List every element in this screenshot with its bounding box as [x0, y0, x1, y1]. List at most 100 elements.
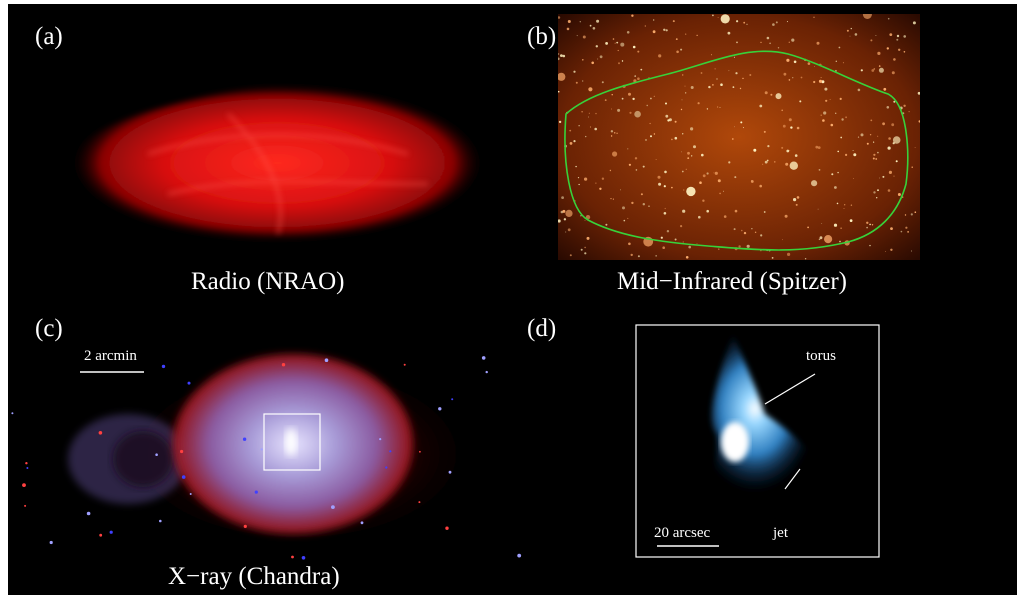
- infrared-star: [728, 70, 730, 72]
- infrared-star: [743, 231, 747, 235]
- infrared-star: [849, 219, 853, 223]
- infrared-star: [623, 219, 626, 222]
- zoom-box: [263, 413, 321, 471]
- infrared-star: [866, 226, 868, 229]
- infrared-star: [774, 161, 776, 163]
- infrared-star: [820, 77, 822, 79]
- infrared-star: [632, 45, 636, 49]
- xray-point-source: [26, 467, 29, 469]
- infrared-star: [903, 35, 906, 38]
- infrared-star: [576, 35, 578, 37]
- infrared-star: [807, 226, 809, 229]
- infrared-star: [869, 223, 871, 226]
- torus-pointer: [764, 373, 816, 405]
- infrared-star: [869, 244, 871, 247]
- infrared-star: [595, 182, 597, 184]
- infrared-star: [782, 124, 786, 128]
- radio-image: [70, 83, 485, 243]
- xray-point-source: [331, 505, 335, 509]
- infrared-star: [706, 209, 709, 213]
- infrared-star: [605, 223, 608, 226]
- infrared-star: [885, 251, 886, 253]
- infrared-star: [634, 157, 638, 160]
- zoom-panel: [635, 324, 880, 558]
- infrared-star: [871, 69, 875, 72]
- infrared-star: [764, 91, 768, 95]
- infrared-star: [845, 116, 847, 119]
- infrared-star: [585, 135, 587, 138]
- infrared-star: [706, 108, 709, 110]
- infrared-star: [734, 176, 737, 179]
- infrared-star: [862, 14, 872, 19]
- infrared-star: [578, 125, 580, 127]
- infrared-star: [708, 85, 711, 89]
- infrared-star: [610, 135, 613, 137]
- infrared-star: [860, 69, 863, 72]
- infrared-star: [788, 79, 791, 81]
- infrared-star: [877, 151, 879, 154]
- infrared-star: [674, 120, 677, 123]
- infrared-star: [877, 189, 879, 192]
- infrared-star: [716, 78, 718, 80]
- infrared-contour: [564, 50, 909, 251]
- infrared-image: [558, 14, 920, 260]
- infrared-star: [751, 228, 753, 230]
- infrared-star: [728, 161, 731, 164]
- infrared-star: [746, 244, 750, 248]
- infrared-star: [888, 170, 892, 174]
- infrared-star: [825, 99, 828, 102]
- infrared-star: [841, 118, 844, 121]
- xray-point-source: [161, 364, 166, 369]
- infrared-star: [629, 111, 632, 114]
- xray-point-source: [155, 453, 158, 456]
- panel-c-scale-label: 2 arcmin: [84, 348, 137, 364]
- infrared-star: [789, 150, 791, 151]
- infrared-star: [820, 114, 822, 116]
- infrared-star: [896, 34, 900, 38]
- infrared-star: [877, 135, 879, 137]
- infrared-star: [592, 27, 596, 30]
- infrared-star: [566, 27, 570, 31]
- infrared-star: [763, 130, 766, 133]
- infrared-star: [591, 61, 594, 65]
- panel-c-letter: (c): [35, 315, 63, 342]
- infrared-star: [584, 177, 588, 181]
- infrared-star: [911, 250, 912, 252]
- infrared-star: [621, 97, 624, 100]
- infrared-star: [664, 170, 667, 174]
- infrared-star: [588, 112, 590, 114]
- infrared-star: [857, 88, 861, 92]
- infrared-star: [896, 38, 899, 41]
- jet-label: jet: [773, 525, 788, 541]
- infrared-star: [910, 213, 913, 216]
- infrared-star: [882, 175, 885, 178]
- infrared-star: [627, 148, 629, 150]
- xray-image: [11, 354, 522, 560]
- infrared-star: [620, 189, 621, 191]
- xray-point-source: [360, 521, 364, 525]
- infrared-star: [743, 21, 746, 24]
- xray-point-source: [109, 530, 113, 534]
- infrared-star: [873, 153, 876, 156]
- infrared-star: [714, 171, 718, 175]
- infrared-star: [713, 172, 715, 174]
- infrared-star: [793, 198, 797, 202]
- infrared-star: [717, 179, 721, 183]
- xray-point-source: [254, 490, 258, 494]
- infrared-star: [584, 246, 586, 249]
- infrared-star: [893, 175, 895, 177]
- infrared-star: [760, 41, 762, 44]
- xray-point-source: [448, 470, 452, 474]
- infrared-star: [853, 153, 857, 157]
- infrared-star: [736, 41, 738, 44]
- xray-point-source: [49, 540, 53, 545]
- infrared-star: [665, 29, 668, 32]
- infrared-star: [642, 203, 645, 206]
- infrared-star: [835, 60, 837, 62]
- infrared-star: [626, 31, 630, 34]
- infrared-star: [738, 245, 741, 248]
- infrared-star: [682, 133, 684, 135]
- infrared-star: [681, 99, 683, 101]
- infrared-star: [749, 74, 752, 76]
- infrared-star: [687, 157, 690, 160]
